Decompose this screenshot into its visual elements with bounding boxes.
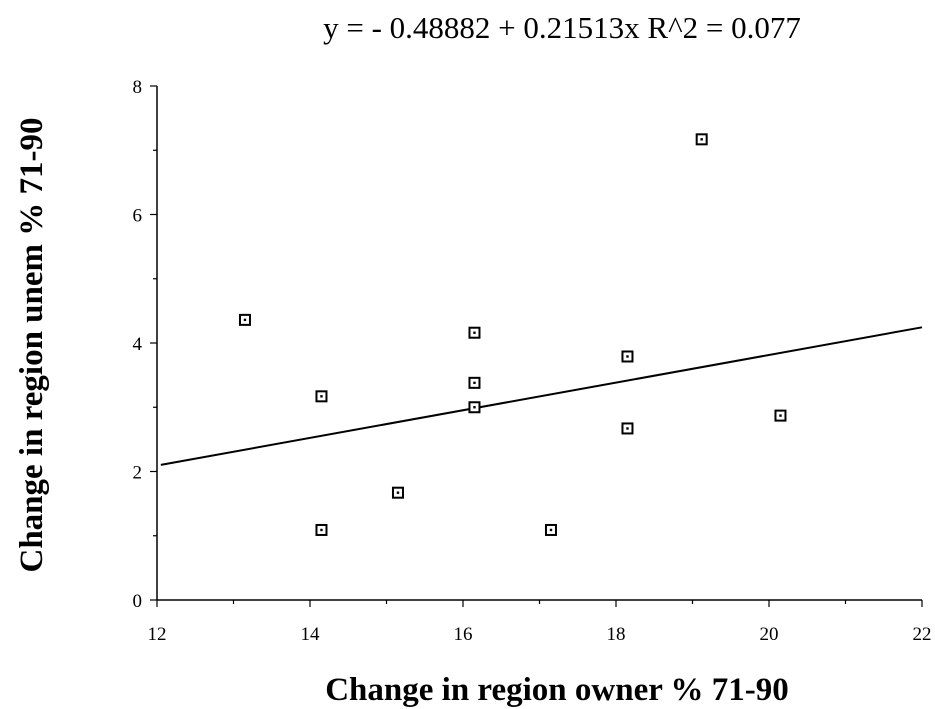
data-point (544, 523, 557, 536)
chart-title: y = - 0.48882 + 0.21513x R^2 = 0.077 (323, 10, 801, 45)
x-tick-label: 16 (454, 624, 473, 645)
y-ticks: 0 2 4 6 8 (133, 77, 157, 612)
x-tick-label: 22 (913, 624, 932, 645)
data-point (468, 326, 481, 339)
y-tick-label: 4 (133, 334, 143, 355)
data-point (695, 133, 708, 146)
x-tick-label: 12 (148, 624, 167, 645)
x-axis-title: Change in region owner % 71-90 (325, 672, 789, 708)
y-axis-title: Change in region unem % 71-90 (14, 117, 50, 572)
x-tick-label: 14 (301, 624, 321, 645)
data-point (315, 390, 328, 403)
y-tick-label: 8 (133, 77, 143, 98)
data-point (238, 313, 251, 326)
data-point (468, 376, 481, 389)
data-point (391, 486, 404, 499)
data-point (468, 401, 481, 414)
y-tick-label: 2 (133, 463, 143, 484)
x-ticks: 12 14 16 18 20 22 (148, 600, 932, 645)
y-tick-label: 6 (133, 206, 143, 227)
regression-line (160, 326, 923, 466)
data-point (774, 409, 787, 422)
data-point (621, 350, 634, 363)
y-tick-label: 0 (133, 591, 143, 612)
data-point (315, 523, 328, 536)
axes (156, 86, 922, 601)
x-tick-label: 20 (760, 624, 779, 645)
x-tick-label: 18 (607, 624, 626, 645)
data-point (621, 422, 634, 435)
data-points (238, 133, 787, 536)
